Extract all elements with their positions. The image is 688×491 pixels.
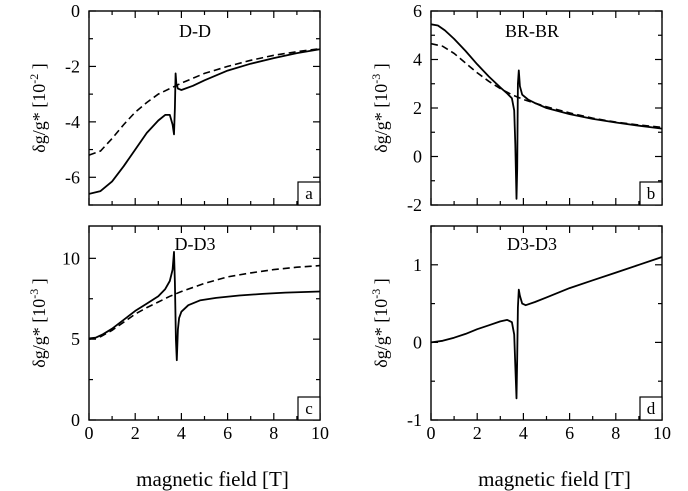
plot-frame [430,225,663,421]
series-solid-line [89,48,320,195]
y-tick-label: 0 [413,332,422,352]
series-solid-line [431,256,662,400]
x-tick-label: 8 [269,423,278,443]
panel-title: D3-D3 [507,234,557,254]
y-tick-label: -4 [65,112,80,132]
panel-tag-box [297,396,321,421]
panel-c: 0 2 4 6 8 10 0 5 10 D-D3 c δg/g* [10-3 ] magnetic fi… [27,225,329,491]
panel-title: D-D [179,21,211,41]
x-tick-label: 6 [565,423,574,443]
y-tick-label: 5 [71,329,80,349]
panel-tag-box [639,181,663,206]
panel-title: D-D3 [175,234,216,254]
y-tick-label: 4 [413,50,422,70]
panel-tag: c [305,399,313,418]
y-tick-label: 0 [71,410,80,430]
y-tick-label: 2 [413,98,422,118]
panel-tag-box [639,396,663,421]
x-tick-label: 0 [427,423,436,443]
y-tick-label: -2 [407,195,422,215]
x-tick-label: 2 [131,423,140,443]
x-tick-label: 0 [85,423,94,443]
x-tick-label: 4 [177,423,186,443]
y-axis-label: δg/g* [10-3 ] [27,278,49,367]
y-axis-label: δg/g* [10-3 ] [369,278,391,367]
panel-tag: b [647,184,656,203]
panel-b: -2 0 2 4 6 BR-BR b δg/g* [10-3 ] [369,1,663,215]
x-tick-label: 2 [473,423,482,443]
y-axis-label: δg/g* [10-3 ] [369,63,391,152]
y-tick-label: 0 [413,147,422,167]
x-tick-label: 4 [519,423,528,443]
series-dashed-line [89,47,320,156]
series-dashed-line [431,42,662,129]
series-dashed-line [89,264,320,340]
x-axis-title: magnetic field [T] [478,467,631,491]
y-tick-label: 6 [413,1,422,21]
series-solid-line [431,23,662,200]
x-tick-label: 10 [311,423,329,443]
x-tick-label: 6 [223,423,232,443]
panel-tag: d [647,399,656,418]
y-tick-label: 0 [71,1,80,21]
panel-title: BR-BR [505,21,559,41]
panel-tag-box [297,181,321,206]
y-tick-label: -1 [407,410,422,430]
y-tick-label: -2 [65,56,80,76]
panel-a: -6 -4 -2 0 D-D a δg/g* [10-2 ] [27,1,321,206]
series-solid-line [89,250,320,362]
y-tick-label: 1 [413,255,422,275]
y-tick-label: 10 [62,248,80,268]
x-tick-label: 8 [611,423,620,443]
x-axis-title: magnetic field [T] [136,467,289,491]
x-tick-label: 10 [653,423,671,443]
y-tick-label: -6 [65,167,80,187]
y-axis-label: δg/g* [10-2 ] [27,63,49,152]
panel-tag: a [305,184,313,203]
